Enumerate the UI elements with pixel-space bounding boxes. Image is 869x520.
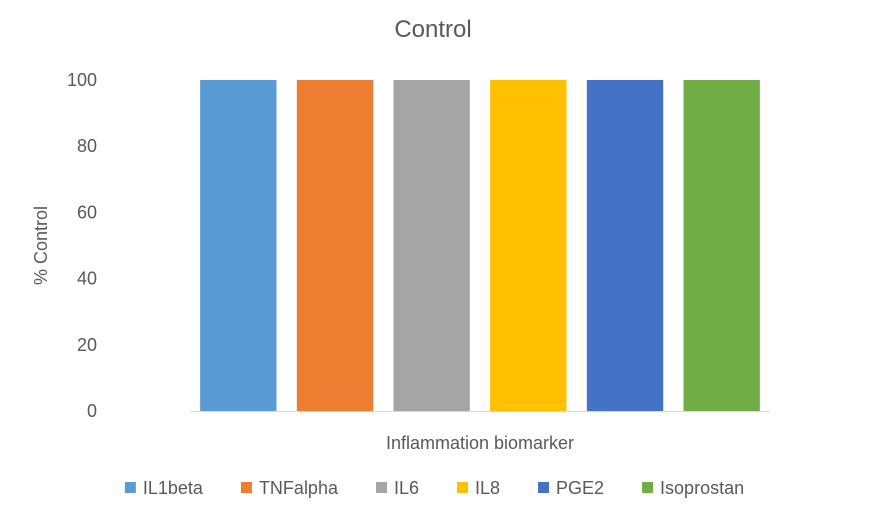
- y-tick-label: 80: [77, 136, 97, 156]
- y-tick-label: 20: [77, 335, 97, 355]
- bar-tnfalpha: [296, 80, 374, 411]
- legend-label-pge2: PGE2: [556, 478, 604, 498]
- y-tick-label: 60: [77, 202, 97, 222]
- legend-label-il6: IL6: [394, 478, 419, 498]
- legend-swatch-isoprostan: [642, 482, 654, 493]
- legend: IL1beta TNFalpha IL6 IL8 PGE2 Isoprostan: [124, 478, 744, 498]
- legend-label-il8: IL8: [475, 478, 500, 498]
- x-axis-title: Inflammation biomarker: [386, 433, 574, 453]
- y-tick-label: 100: [67, 70, 97, 90]
- chart-title: Control: [394, 16, 471, 43]
- legend-label-isoprostan: Isoprostan: [660, 478, 744, 498]
- y-axis-ticks: 0 20 40 60 80 100: [67, 70, 97, 421]
- legend-swatch-pge2: [538, 482, 550, 493]
- y-tick-label: 0: [87, 401, 97, 421]
- bar-isoprostan: [683, 80, 760, 411]
- legend-swatch-tnfalpha: [240, 482, 252, 493]
- legend-swatch-il8: [457, 482, 468, 493]
- y-axis-title: % Control: [31, 206, 51, 285]
- legend-label-il1beta: IL1beta: [143, 478, 204, 498]
- bars-group: [200, 80, 760, 411]
- legend-label-tnfalpha: TNFalpha: [259, 478, 339, 498]
- legend-swatch-il1beta: [124, 482, 136, 493]
- legend-swatch-il6: [375, 482, 387, 493]
- bar-il1beta: [200, 80, 277, 411]
- y-tick-label: 40: [77, 269, 97, 289]
- bar-il8: [490, 80, 567, 411]
- bar-pge2: [586, 80, 664, 411]
- bar-il6: [393, 80, 470, 411]
